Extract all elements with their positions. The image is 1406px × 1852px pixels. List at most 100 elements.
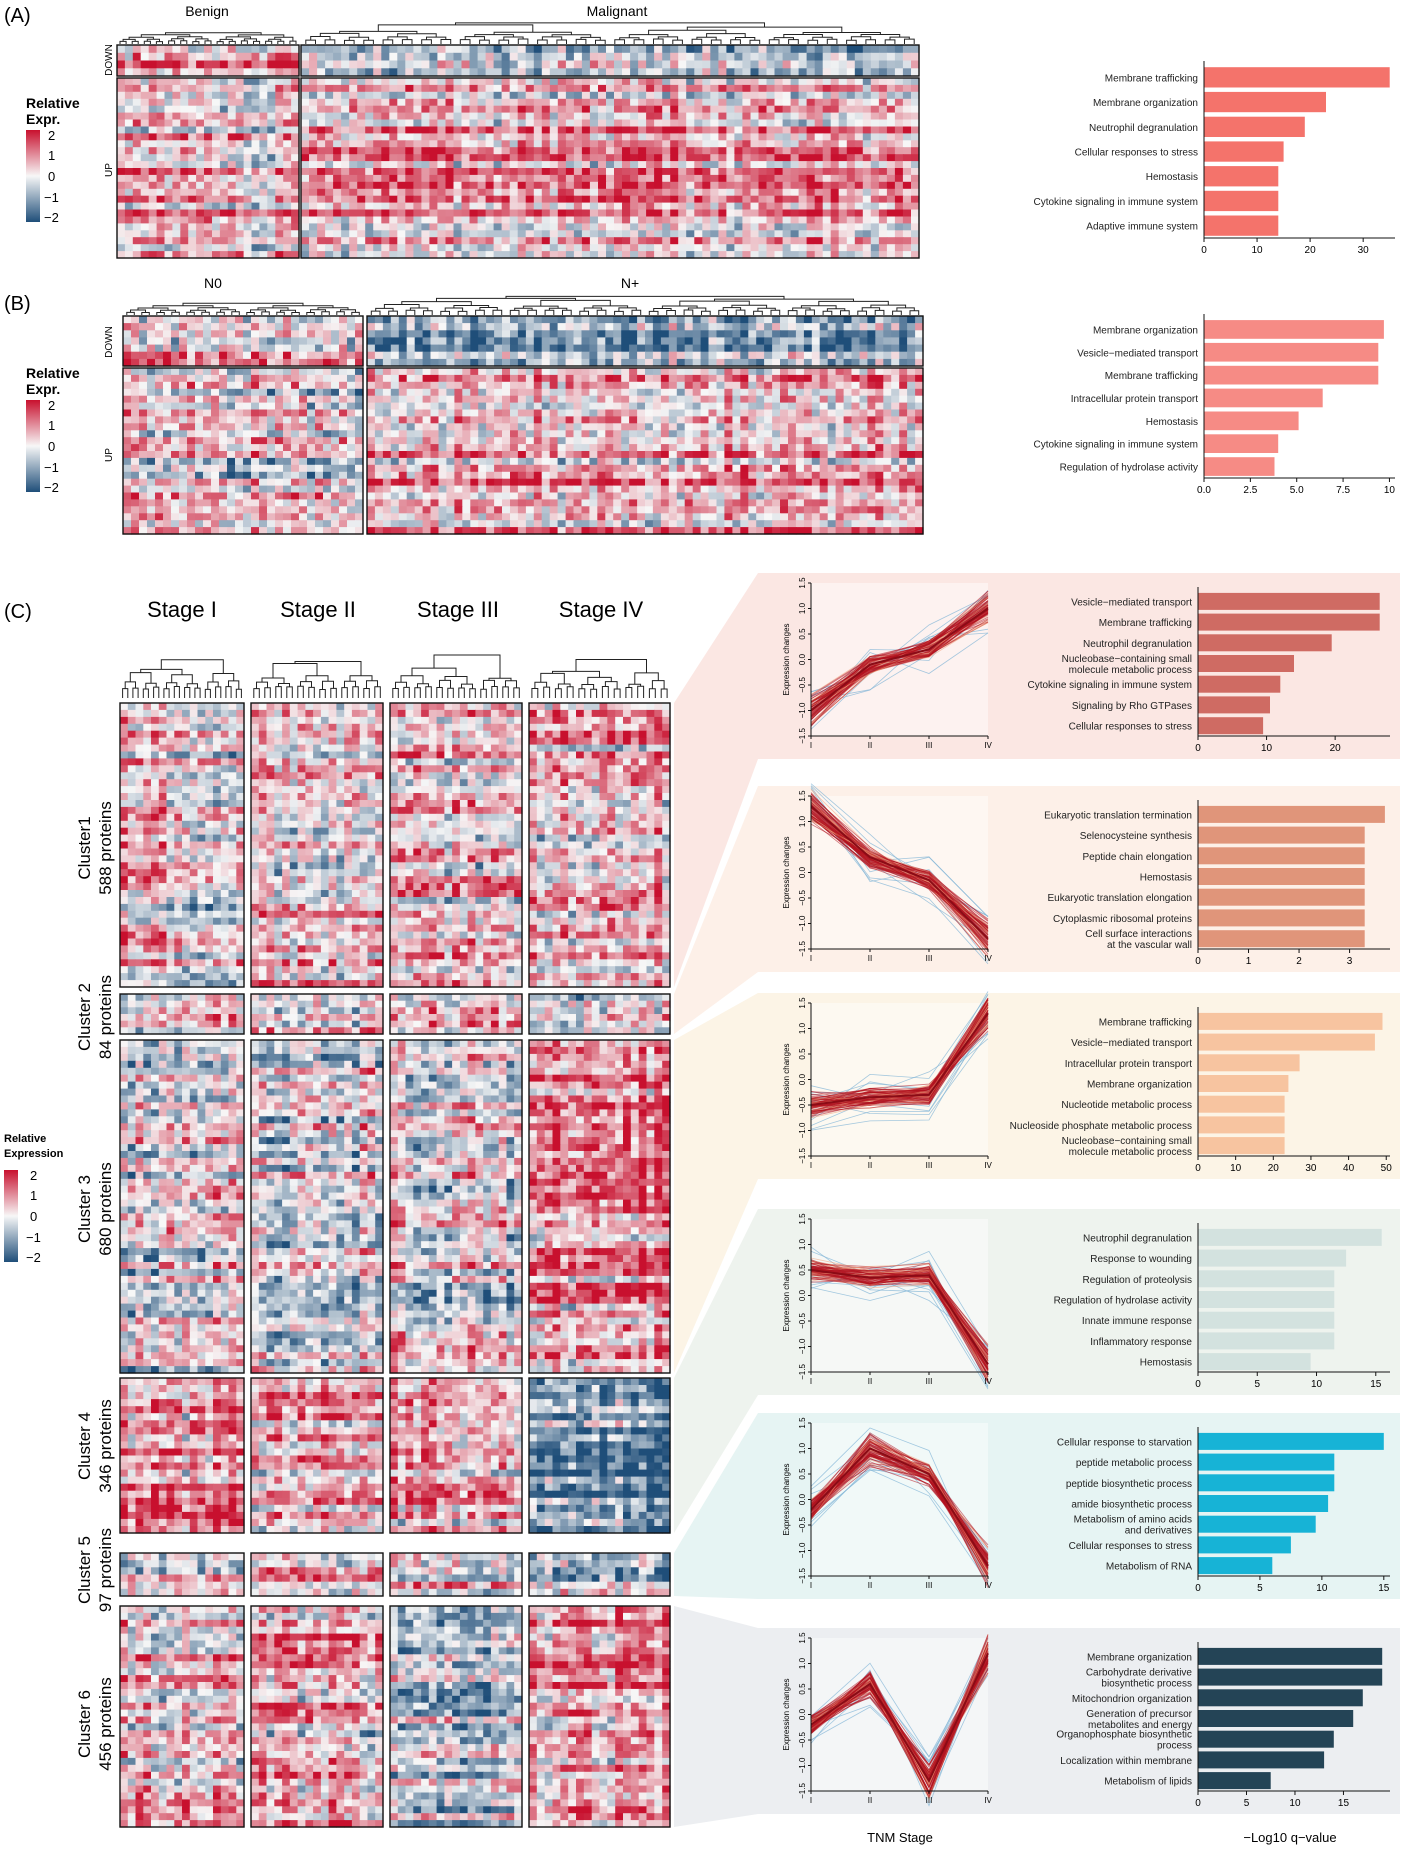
bar-x-tick-label: 10 xyxy=(1311,1379,1323,1390)
line-y-tick-label: 1.5 xyxy=(798,1213,807,1225)
bar-chart-a: Membrane trafficking Membrane organizatio… xyxy=(1033,61,1395,256)
legend-a: Relative Expr. 2 1 0 −1 −2 xyxy=(26,95,80,225)
bar-label: Eukaryotic translation elongation xyxy=(1047,893,1192,904)
bar-x-tick-label: 5.0 xyxy=(1290,485,1304,496)
line-y-tick-label: −0.5 xyxy=(798,890,807,906)
line-y-tick-label: 1.0 xyxy=(798,602,807,614)
line-chart-6: 1.51.00.50.0−0.5−1.0−1.5I II III IVExpressi… xyxy=(782,1632,992,1807)
bar-label: Nucleotide metabolic process xyxy=(1061,1100,1192,1111)
cluster-label-5: Cluster 5 97 proteins xyxy=(75,1528,115,1612)
heatmap-block xyxy=(390,1040,523,1374)
line-trace xyxy=(810,999,989,1112)
line-y-tick-label: −1.5 xyxy=(798,728,807,744)
line-y-tick-label: 1.0 xyxy=(798,1657,807,1669)
cluster-3-connector-wedge xyxy=(674,993,758,1373)
bar-x-tick-label: 30 xyxy=(1358,245,1370,256)
dendrogram xyxy=(305,22,915,44)
legend-c-tick: 2 xyxy=(30,1168,37,1183)
line-y-tick-label: 0.0 xyxy=(798,1073,807,1085)
line-x-tick-label: I xyxy=(810,1161,812,1170)
line-trace-outlier xyxy=(810,1024,989,1130)
bar xyxy=(1198,1474,1335,1492)
bar xyxy=(1198,1033,1375,1051)
line-x-tick-label: III xyxy=(926,1161,933,1170)
cluster-label-6-name: Cluster 6 xyxy=(75,1690,94,1758)
line-x-tick-label: I xyxy=(810,1796,812,1805)
cluster-label-4-count: 346 proteins xyxy=(96,1399,115,1493)
bar xyxy=(1198,868,1365,885)
line-series-mean xyxy=(810,1447,989,1567)
bar xyxy=(1198,613,1380,631)
heatmap-b-group-n0: N0 xyxy=(204,275,222,291)
bar xyxy=(1198,1291,1335,1308)
legend-b-title-2: Expr. xyxy=(26,381,60,397)
bar-label: Localization within membrane xyxy=(1060,1756,1192,1767)
heatmap-block xyxy=(390,1606,523,1828)
heatmap-block xyxy=(120,703,245,988)
heatmap-frame xyxy=(389,1377,523,1534)
line-y-tick-label: 0.0 xyxy=(798,1289,807,1301)
legend-b-tick: −1 xyxy=(44,460,59,475)
heatmap-frame xyxy=(119,1605,245,1828)
line-y-tick-label: 0.5 xyxy=(798,628,807,640)
bar-label: peptide biosynthetic process xyxy=(1066,1479,1192,1490)
bar xyxy=(1198,1751,1325,1769)
cluster-6-connector-wedge xyxy=(674,1606,758,1827)
bar-label: Metabolism of RNA xyxy=(1106,1562,1192,1573)
heatmap-block xyxy=(120,1378,245,1534)
bar xyxy=(1198,1353,1311,1371)
bar xyxy=(1198,909,1365,927)
cluster-4-connector-wedge xyxy=(674,1209,758,1533)
bar xyxy=(1198,1689,1363,1707)
line-trace xyxy=(810,1277,989,1355)
heatmap-block xyxy=(529,994,671,1035)
line-y-tick-label: −1.0 xyxy=(798,915,807,931)
bar xyxy=(1204,457,1275,476)
legend-b-colorbar xyxy=(26,400,40,492)
line-trace xyxy=(810,823,989,921)
legend-a-colorbar xyxy=(26,130,40,222)
heatmap-frame xyxy=(300,44,920,77)
bar-x-tick-label: 15 xyxy=(1338,1798,1350,1809)
bar-label: Membrane organization xyxy=(1093,325,1198,336)
heatmap-block xyxy=(251,1378,384,1534)
line-x-tick-label: II xyxy=(868,1796,872,1805)
heatmap-frame xyxy=(119,993,245,1035)
line-y-tick-label: −1.5 xyxy=(798,1364,807,1380)
line-y-tick-label: −1.0 xyxy=(798,1757,807,1773)
line-series-mean xyxy=(810,607,989,712)
legend-b-tick: 1 xyxy=(48,418,55,433)
heatmap-block xyxy=(123,368,364,535)
line-y-tick-label: 0.5 xyxy=(798,1264,807,1276)
bar-x-tick-label: 0 xyxy=(1195,1583,1201,1594)
bar-chart-c4: Neutrophil degranulation Response to woun… xyxy=(1054,1223,1390,1390)
cluster-label-6: Cluster 6 456 proteins xyxy=(75,1677,115,1771)
bar xyxy=(1204,388,1323,408)
heatmap-block xyxy=(529,1553,671,1597)
bar xyxy=(1198,1137,1285,1155)
bar-label: Metabolism of lipids xyxy=(1104,1777,1192,1788)
line-y-axis-title: Expression changes xyxy=(782,836,791,908)
heatmap-block xyxy=(529,703,671,988)
cluster-1-connector-wedge xyxy=(674,573,758,987)
bar-x-tick-label: 0 xyxy=(1195,1163,1201,1174)
legend-c-tick: 0 xyxy=(30,1209,37,1224)
cluster-label-3-name: Cluster 3 xyxy=(75,1175,94,1243)
line-y-tick-label: −0.5 xyxy=(798,677,807,693)
line-x-tick-label: II xyxy=(868,1377,872,1386)
bar-x-tick-label: 0 xyxy=(1195,1379,1201,1390)
line-series-mean xyxy=(810,1269,989,1365)
line-x-tick-label: III xyxy=(926,1581,933,1590)
bar xyxy=(1198,1647,1383,1665)
legend-b-tick: 2 xyxy=(48,398,55,413)
legend-a-title-1: Relative xyxy=(26,95,80,111)
bar-x-tick-label: 15 xyxy=(1378,1583,1390,1594)
line-y-tick-label: 0.5 xyxy=(798,1468,807,1480)
dendrogram xyxy=(531,659,668,698)
heatmap-frame xyxy=(250,1605,384,1828)
stage-label-4: Stage IV xyxy=(559,597,644,622)
bar-x-tick-label: 10 xyxy=(1261,743,1273,754)
heatmap-block xyxy=(120,1606,245,1828)
line-x-tick-label: II xyxy=(868,1161,872,1170)
line-x-tick-label: III xyxy=(926,1796,933,1805)
